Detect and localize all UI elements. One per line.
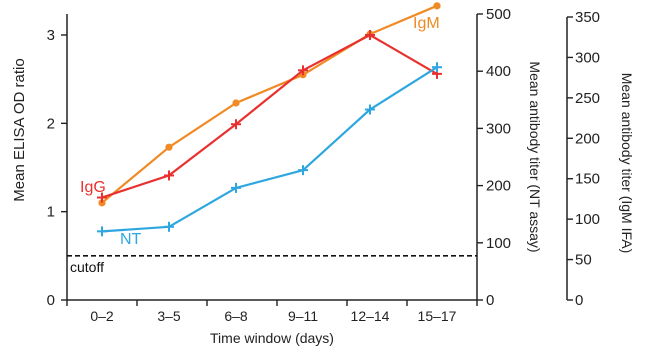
- y-tick-label: 1: [47, 204, 55, 221]
- data-point: [365, 104, 375, 115]
- y3-tick-label: 0: [575, 292, 583, 309]
- y3-axis-label: Mean antibody titer (IgM IFA): [619, 73, 635, 254]
- series-line: [101, 4, 438, 204]
- x-tick-label: 3–5: [157, 308, 181, 324]
- data-point: [298, 65, 308, 76]
- x-tick-label: 12–14: [351, 308, 390, 324]
- data-point: [164, 170, 174, 181]
- y2-tick-label: 400: [486, 63, 511, 80]
- data-point: [298, 165, 308, 176]
- series-line: [101, 33, 438, 199]
- y3-tick-label: 300: [575, 49, 600, 66]
- series: IgM IgG NT: [80, 2, 442, 248]
- data-point: [365, 30, 375, 40]
- y2-tick-label: 500: [486, 6, 511, 23]
- y3-tick-label: 350: [575, 9, 600, 26]
- y3-tick-label: 100: [575, 211, 600, 228]
- x-tick-label: 6–8: [224, 308, 248, 324]
- data-point: [165, 143, 173, 151]
- x-axis-label: Time window (days): [210, 330, 334, 346]
- axes: [66, 14, 568, 301]
- data-point: [97, 192, 107, 203]
- y2-axis-label: Mean antibody titer (NT assay): [527, 61, 543, 252]
- x-tick-label: 9–11: [288, 308, 318, 324]
- data-point: [432, 62, 442, 73]
- series-label: IgM: [413, 15, 440, 32]
- x-tick-label: 0–2: [90, 308, 114, 324]
- y2-tick-label: 300: [486, 120, 511, 137]
- data-point: [232, 99, 240, 107]
- cutoff-label: cutoff: [70, 259, 104, 275]
- y-tick-label: 2: [47, 115, 55, 132]
- cutoff: cutoff: [67, 255, 477, 275]
- data-point: [433, 2, 441, 10]
- y3-tick-label: 250: [575, 90, 600, 107]
- y-tick-label: 0: [47, 292, 55, 309]
- y-axis-label: Mean ELISA OD ratio: [11, 58, 28, 201]
- series-line: [101, 66, 438, 233]
- series-nt: NT: [97, 62, 442, 248]
- y3-tick-label: 200: [575, 130, 600, 147]
- ticks: 0–2 3–5 6–8 9–11 12–14 15–17 0 1 2 3 0 100 200 300 400…: [47, 6, 600, 324]
- data-point: [231, 119, 241, 130]
- series-label: NT: [120, 231, 142, 248]
- data-point: [231, 182, 241, 193]
- y-tick-label: 3: [47, 27, 55, 44]
- series-igm: IgM: [98, 2, 441, 207]
- data-point: [97, 226, 107, 237]
- y3-tick-label: 150: [575, 171, 600, 188]
- y3-tick-label: 50: [575, 252, 592, 269]
- y2-tick-label: 100: [486, 235, 511, 252]
- series-label: IgG: [80, 179, 106, 196]
- data-point: [98, 199, 106, 207]
- data-point: [164, 221, 174, 232]
- y2-tick-label: 200: [486, 178, 511, 195]
- x-tick-label: 15–17: [418, 308, 457, 324]
- y2-tick-label: 0: [486, 292, 494, 309]
- axis-labels: Time window (days) Mean ELISA OD ratio M…: [11, 58, 635, 346]
